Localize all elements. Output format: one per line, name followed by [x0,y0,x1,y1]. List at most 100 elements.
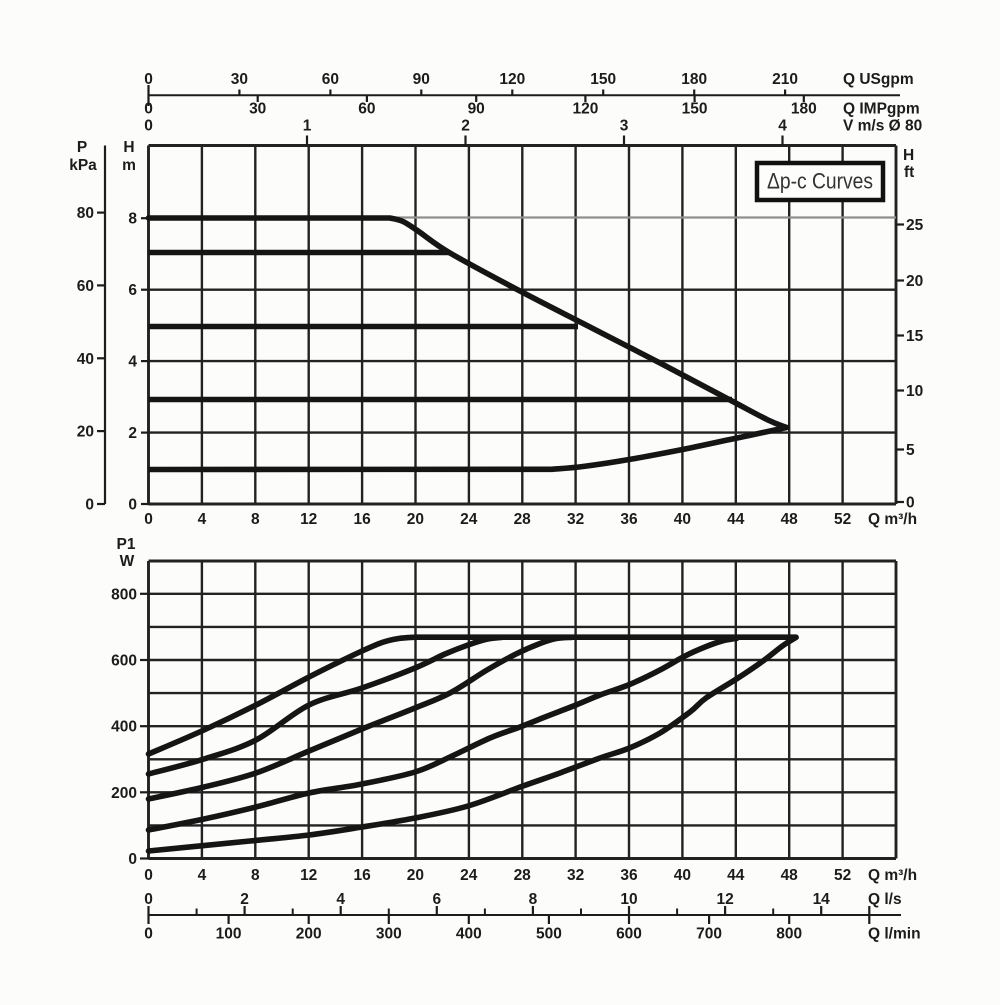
svg-text:200: 200 [111,785,137,802]
svg-text:4: 4 [198,867,207,884]
svg-text:20: 20 [77,424,94,441]
svg-text:32: 32 [567,867,584,884]
svg-text:20: 20 [407,867,424,884]
svg-text:2: 2 [461,118,470,135]
svg-text:20: 20 [407,511,424,528]
svg-text:0: 0 [128,497,137,514]
svg-text:44: 44 [727,867,745,884]
svg-text:Δp-c Curves: Δp-c Curves [767,169,873,194]
svg-text:4: 4 [198,511,207,528]
svg-text:Q IMPgpm: Q IMPgpm [843,101,920,118]
svg-text:90: 90 [413,71,430,88]
svg-text:600: 600 [111,653,137,670]
svg-text:6: 6 [128,282,137,299]
svg-text:700: 700 [696,926,722,943]
svg-text:12: 12 [716,891,733,908]
svg-text:0: 0 [128,851,137,868]
svg-text:12: 12 [300,511,317,528]
svg-text:0: 0 [906,495,915,512]
svg-text:P1: P1 [117,536,136,553]
svg-text:4: 4 [128,354,137,371]
svg-text:48: 48 [781,511,799,528]
svg-text:40: 40 [674,511,691,528]
svg-text:60: 60 [358,101,375,118]
svg-text:6: 6 [432,891,441,908]
svg-text:120: 120 [499,71,525,88]
svg-text:600: 600 [616,926,642,943]
svg-text:28: 28 [514,867,532,884]
svg-text:30: 30 [249,101,266,118]
svg-text:20: 20 [906,273,923,290]
svg-text:120: 120 [572,101,598,118]
svg-text:0: 0 [144,891,153,908]
svg-text:24: 24 [460,867,478,884]
svg-text:400: 400 [111,719,137,736]
svg-text:Q l/s: Q l/s [868,891,902,908]
svg-text:60: 60 [77,278,94,295]
svg-text:ft: ft [904,164,914,181]
svg-text:kPa: kPa [69,157,97,174]
svg-text:10: 10 [906,383,923,400]
svg-text:Q m³/h: Q m³/h [868,867,917,884]
svg-text:300: 300 [376,926,402,943]
svg-text:800: 800 [111,586,137,603]
svg-text:8: 8 [529,891,538,908]
svg-text:10: 10 [620,891,637,908]
svg-text:2: 2 [240,891,249,908]
svg-text:36: 36 [620,511,638,528]
svg-text:2: 2 [128,425,137,442]
svg-text:16: 16 [353,867,371,884]
svg-text:90: 90 [468,101,485,118]
svg-text:P: P [77,139,87,156]
svg-text:40: 40 [77,351,94,368]
svg-text:0: 0 [144,118,153,135]
svg-text:80: 80 [77,205,94,222]
svg-text:4: 4 [336,891,345,908]
svg-text:5: 5 [906,442,915,459]
svg-text:800: 800 [776,926,802,943]
svg-text:30: 30 [231,71,248,88]
svg-text:52: 52 [834,511,851,528]
svg-text:400: 400 [456,926,482,943]
svg-text:0: 0 [85,497,94,514]
svg-text:40: 40 [674,867,691,884]
svg-text:24: 24 [460,511,478,528]
svg-text:0: 0 [144,511,153,528]
svg-text:60: 60 [322,71,339,88]
svg-text:500: 500 [536,926,562,943]
svg-text:Q USgpm: Q USgpm [843,71,914,88]
svg-text:3: 3 [620,118,629,135]
svg-text:100: 100 [216,926,242,943]
svg-text:44: 44 [727,511,745,528]
svg-text:0: 0 [144,71,153,88]
svg-text:200: 200 [296,926,322,943]
svg-text:25: 25 [906,217,924,234]
svg-text:15: 15 [906,328,924,345]
svg-text:m: m [122,157,136,174]
svg-text:H: H [123,139,134,156]
svg-text:16: 16 [353,511,371,528]
svg-text:4: 4 [778,118,787,135]
svg-text:1: 1 [303,118,312,135]
svg-text:32: 32 [567,511,584,528]
svg-text:12: 12 [300,867,317,884]
svg-text:0: 0 [144,101,153,118]
svg-text:Q l/min: Q l/min [868,926,921,943]
svg-text:150: 150 [682,101,708,118]
svg-text:V m/s Ø 80: V m/s Ø 80 [843,118,922,135]
svg-text:8: 8 [251,511,260,528]
svg-text:0: 0 [144,867,153,884]
svg-text:H: H [903,147,914,164]
svg-text:W: W [120,553,135,570]
svg-text:48: 48 [781,867,799,884]
svg-text:180: 180 [681,71,707,88]
svg-text:36: 36 [620,867,638,884]
svg-text:52: 52 [834,867,851,884]
svg-text:0: 0 [144,926,153,943]
svg-text:180: 180 [791,101,817,118]
svg-text:Q m³/h: Q m³/h [868,511,917,528]
svg-text:210: 210 [772,71,798,88]
svg-text:150: 150 [590,71,616,88]
svg-text:14: 14 [813,891,831,908]
svg-text:8: 8 [128,211,137,228]
